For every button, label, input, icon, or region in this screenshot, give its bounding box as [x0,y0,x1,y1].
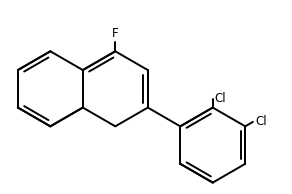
Text: Cl: Cl [215,92,226,105]
Text: F: F [112,27,119,40]
Text: Cl: Cl [255,115,267,128]
